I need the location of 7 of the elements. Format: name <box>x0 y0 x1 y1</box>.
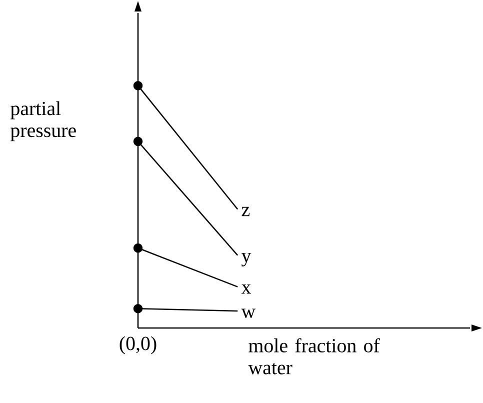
series-label: w <box>241 308 256 318</box>
x-axis-title: mole fraction of water <box>248 338 380 374</box>
series-label: y <box>241 252 252 266</box>
y-axis-title: partial pressure <box>10 101 76 142</box>
series-label: z <box>242 206 250 216</box>
text: (0,0) <box>120 336 156 354</box>
series-label: x <box>241 284 251 294</box>
